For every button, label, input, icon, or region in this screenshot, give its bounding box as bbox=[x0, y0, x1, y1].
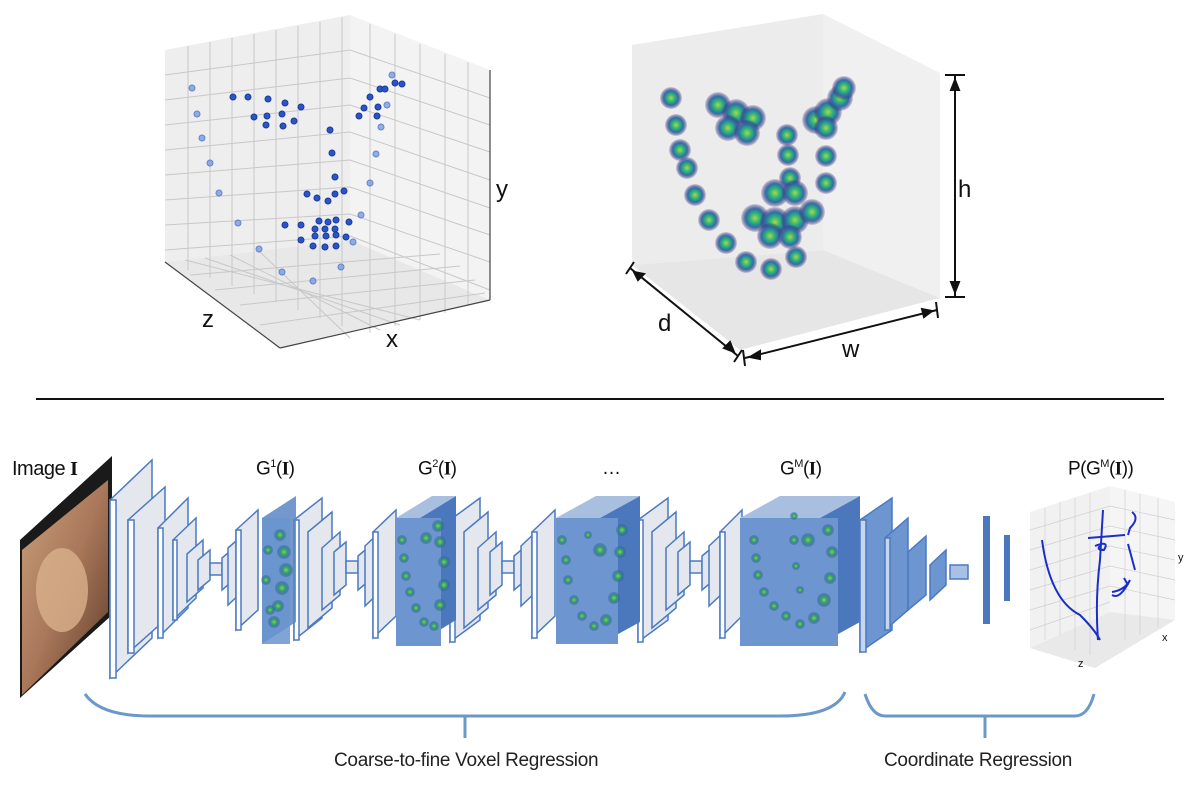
output-label: P(GM(I)) bbox=[1068, 458, 1134, 480]
section-divider bbox=[36, 398, 1164, 400]
scatter-3d-plot: y z x bbox=[150, 0, 530, 370]
output-axis-label-x: x bbox=[1162, 632, 1168, 644]
output-axis-label-z: z bbox=[1078, 658, 1084, 670]
stage-label-arg: I bbox=[281, 458, 289, 480]
axis-label-z: z bbox=[202, 306, 214, 333]
output-label-prefix: P(G bbox=[1068, 458, 1101, 480]
stage-label-g2: G2(I) bbox=[418, 458, 457, 480]
dimension-label-d: d bbox=[658, 310, 672, 337]
fc-layer-1 bbox=[983, 516, 990, 624]
volume-3d-plot: h d w bbox=[590, 0, 1010, 380]
fc-layer-2 bbox=[1004, 535, 1010, 601]
dimension-label-h: h bbox=[958, 176, 972, 203]
caption-voxel-regression: Coarse-to-fine Voxel Regression bbox=[334, 750, 599, 771]
pipeline-diagram: Image I bbox=[0, 440, 1197, 793]
input-label-text: Image bbox=[12, 458, 66, 480]
stage-label-base: G bbox=[256, 458, 271, 480]
output-axis-label-y: y bbox=[1178, 552, 1184, 564]
pipeline-graphic bbox=[20, 456, 1176, 738]
axis-label-y: y bbox=[496, 176, 508, 203]
input-face-image bbox=[20, 456, 112, 698]
stage-label-g1: G1(I) bbox=[256, 458, 295, 480]
stage-label-base: … bbox=[602, 458, 621, 479]
input-label-symbol: I bbox=[70, 458, 78, 480]
output-label-suffix: )) bbox=[1121, 458, 1134, 480]
output-label-superscript: M bbox=[1100, 458, 1109, 470]
stage-label-superscript: 2 bbox=[432, 458, 438, 470]
stage-label-ellipsis: … bbox=[602, 458, 621, 480]
stage-label-superscript: 1 bbox=[270, 458, 276, 470]
volume-3d-graphic bbox=[625, 14, 965, 367]
input-image-label: Image I bbox=[12, 458, 78, 481]
output-label-arg: I bbox=[1114, 458, 1122, 480]
dimension-label-w: w bbox=[842, 336, 860, 363]
stage-label-base: G bbox=[780, 458, 795, 480]
output-3d-plot bbox=[1029, 486, 1176, 668]
stage-label-arg: I bbox=[443, 458, 451, 480]
stage-label-superscript: M bbox=[794, 458, 803, 470]
scatter-3d-graphic bbox=[164, 15, 491, 349]
caption-coordinate-regression: Coordinate Regression bbox=[884, 750, 1073, 771]
stage-label-gm: GM(I) bbox=[780, 458, 822, 480]
axis-label-x: x bbox=[386, 326, 398, 353]
stage-label-arg: I bbox=[808, 458, 816, 480]
stage-label-base: G bbox=[418, 458, 433, 480]
